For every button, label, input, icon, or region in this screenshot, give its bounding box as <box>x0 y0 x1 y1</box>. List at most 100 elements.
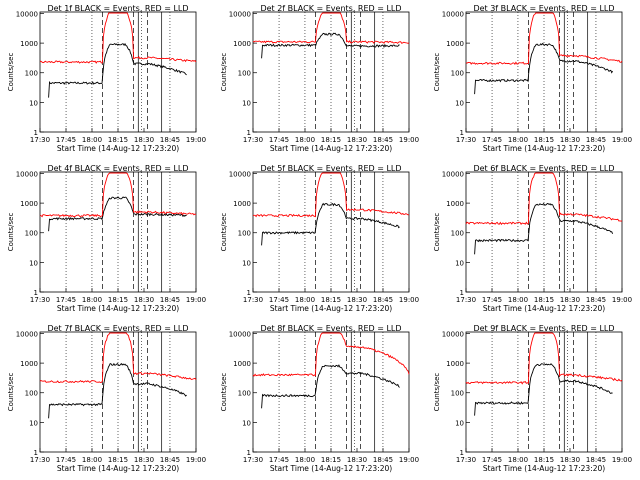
x-axis-label: Start Time (14-Aug-12 17:23:20) <box>270 304 392 313</box>
y-axis-label: Counts/sec <box>433 53 441 92</box>
panel-1: Det 1f BLACK = Events, RED = LLD 1 10 100 10… <box>7 4 206 153</box>
y-tick-label: 10 <box>455 99 464 107</box>
y-tick-label: 1 <box>247 289 251 297</box>
x-tick-label: 18:45 <box>160 296 180 304</box>
y-tick-label: 100 <box>25 70 38 78</box>
y-tick-label: 100 <box>238 390 251 398</box>
x-tick-label: 18:45 <box>373 456 393 464</box>
lld-series-line <box>39 12 197 64</box>
x-tick-label: 18:00 <box>508 136 528 144</box>
y-axis-label: Counts/sec <box>433 373 441 412</box>
x-tick-label: 18:30 <box>134 136 154 144</box>
events-series-line <box>474 363 613 416</box>
panel-title: Det 2f BLACK = Events, RED = LLD <box>260 4 401 13</box>
panel-title: Det 5f BLACK = Events, RED = LLD <box>260 164 401 173</box>
x-tick-label: 17:30 <box>30 296 50 304</box>
x-tick-label: 17:45 <box>482 296 502 304</box>
y-axis-label: Counts/sec <box>220 373 228 412</box>
lld-series-line <box>252 332 410 377</box>
y-tick-label: 10000 <box>16 330 38 338</box>
x-tick-label: 17:45 <box>269 456 289 464</box>
y-tick-label: 10 <box>29 99 38 107</box>
x-tick-label: 18:15 <box>534 136 554 144</box>
x-tick-label: 18:15 <box>108 456 128 464</box>
y-tick-label: 10000 <box>229 330 251 338</box>
x-tick-label: 18:45 <box>160 456 180 464</box>
x-tick-label: 19:00 <box>399 136 419 144</box>
panel-title: Det 8f BLACK = Events, RED = LLD <box>260 324 401 333</box>
y-tick-label: 1000 <box>20 360 38 368</box>
panel-title: Det 3f BLACK = Events, RED = LLD <box>473 4 614 13</box>
x-tick-label: 18:30 <box>347 136 367 144</box>
y-tick-label: 1 <box>460 129 464 137</box>
panel-title: Det 4f BLACK = Events, RED = LLD <box>47 164 188 173</box>
lld-series-line <box>39 172 197 218</box>
x-tick-label: 18:45 <box>586 456 606 464</box>
y-axis-label: Counts/sec <box>220 53 228 92</box>
x-tick-label: 17:45 <box>56 136 76 144</box>
panel-title: Det 1f BLACK = Events, RED = LLD <box>47 4 188 13</box>
y-tick-label: 1000 <box>233 360 251 368</box>
y-tick-label: 10000 <box>442 10 464 18</box>
y-tick-label: 100 <box>451 70 464 78</box>
x-axis-label: Start Time (14-Aug-12 17:23:20) <box>483 464 605 473</box>
x-tick-label: 18:00 <box>82 136 102 144</box>
x-tick-label: 18:30 <box>347 296 367 304</box>
x-tick-label: 17:30 <box>243 136 263 144</box>
lld-series-line <box>465 172 623 226</box>
y-axis-label: Counts/sec <box>220 213 228 252</box>
x-tick-label: 18:45 <box>373 296 393 304</box>
panel-5: Det 5f BLACK = Events, RED = LLD 1 10 100 10… <box>220 164 419 313</box>
panel-6: Det 6f BLACK = Events, RED = LLD 1 10 100 10… <box>433 164 632 313</box>
x-tick-label: 18:15 <box>321 136 341 144</box>
x-axis-label: Start Time (14-Aug-12 17:23:20) <box>57 304 179 313</box>
x-tick-label: 17:30 <box>456 456 476 464</box>
x-tick-label: 18:15 <box>321 296 341 304</box>
y-tick-label: 10 <box>242 259 251 267</box>
y-tick-label: 100 <box>238 230 251 238</box>
y-tick-label: 1000 <box>446 200 464 208</box>
x-tick-label: 18:15 <box>534 456 554 464</box>
y-tick-label: 10 <box>29 419 38 427</box>
x-tick-label: 17:30 <box>30 136 50 144</box>
panel-2: Det 2f BLACK = Events, RED = LLD 1 10 100 10… <box>220 4 419 153</box>
x-tick-label: 18:45 <box>586 296 606 304</box>
x-tick-label: 19:00 <box>399 296 419 304</box>
y-tick-label: 10000 <box>229 10 251 18</box>
y-tick-label: 1 <box>247 449 251 457</box>
x-tick-label: 17:45 <box>269 296 289 304</box>
panel-7: Det 7f BLACK = Events, RED = LLD 1 10 100 10… <box>7 324 206 473</box>
x-tick-label: 18:15 <box>108 136 128 144</box>
y-tick-label: 100 <box>25 390 38 398</box>
y-tick-label: 100 <box>451 390 464 398</box>
y-tick-label: 1 <box>34 449 38 457</box>
x-tick-label: 19:00 <box>186 136 206 144</box>
events-series-line <box>474 202 614 255</box>
events-series-line <box>261 32 400 59</box>
x-tick-label: 18:15 <box>534 296 554 304</box>
x-tick-label: 19:00 <box>186 296 206 304</box>
x-tick-label: 18:00 <box>82 456 102 464</box>
y-tick-label: 10 <box>455 259 464 267</box>
x-tick-label: 19:00 <box>186 456 206 464</box>
y-axis-label: Counts/sec <box>7 53 15 92</box>
y-tick-label: 100 <box>238 70 251 78</box>
events-series-line <box>48 42 187 98</box>
x-tick-label: 18:00 <box>508 296 528 304</box>
panel-4: Det 4f BLACK = Events, RED = LLD 1 10 100 10… <box>7 164 206 313</box>
x-tick-label: 18:00 <box>295 296 315 304</box>
panel-9: Det 9f BLACK = Events, RED = LLD 1 10 100 10… <box>433 324 632 473</box>
y-tick-label: 1000 <box>446 360 464 368</box>
events-series-line <box>474 42 613 95</box>
x-tick-label: 19:00 <box>612 456 632 464</box>
x-tick-label: 17:45 <box>56 296 76 304</box>
x-tick-label: 18:45 <box>586 136 606 144</box>
x-tick-label: 17:45 <box>56 456 76 464</box>
y-tick-label: 100 <box>25 230 38 238</box>
x-tick-label: 18:15 <box>321 456 341 464</box>
y-tick-label: 10000 <box>442 330 464 338</box>
x-tick-label: 18:30 <box>560 136 580 144</box>
x-tick-label: 19:00 <box>612 296 632 304</box>
x-tick-label: 17:30 <box>456 296 476 304</box>
